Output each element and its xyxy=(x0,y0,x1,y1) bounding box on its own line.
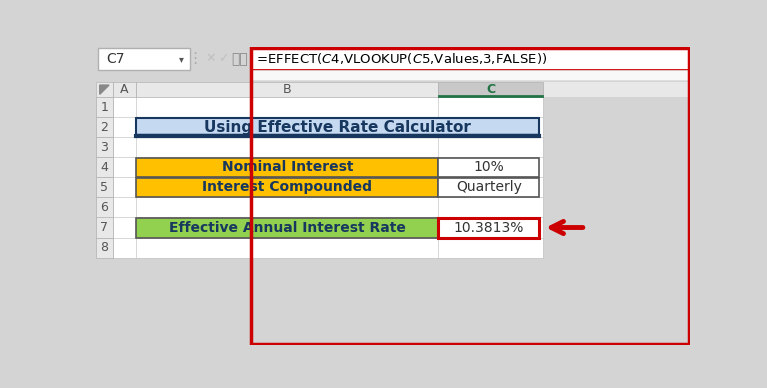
Text: Using Effective Rate Calculator: Using Effective Rate Calculator xyxy=(204,120,471,135)
Bar xyxy=(96,237,113,258)
Bar xyxy=(439,218,539,237)
Bar xyxy=(439,82,543,97)
Bar xyxy=(251,70,689,80)
Text: C7: C7 xyxy=(106,52,124,66)
Text: ⋮: ⋮ xyxy=(187,51,202,66)
Text: 1: 1 xyxy=(100,101,108,114)
Bar xyxy=(96,177,113,197)
Bar xyxy=(137,158,439,177)
Text: 8: 8 xyxy=(100,241,108,254)
Text: ✕: ✕ xyxy=(206,52,216,66)
Bar xyxy=(96,137,113,158)
Bar xyxy=(98,48,189,70)
Bar xyxy=(439,178,539,197)
Text: ✓: ✓ xyxy=(219,52,229,66)
Bar xyxy=(137,82,439,97)
Bar xyxy=(439,158,539,177)
Text: Effective Annual Interest Rate: Effective Annual Interest Rate xyxy=(169,220,406,234)
Bar xyxy=(96,118,113,137)
Text: 6: 6 xyxy=(100,201,108,214)
Text: 5: 5 xyxy=(100,181,108,194)
Text: Interest Compounded: Interest Compounded xyxy=(202,180,372,194)
Bar xyxy=(96,158,113,177)
Bar xyxy=(251,48,689,70)
Bar xyxy=(137,178,439,197)
Text: B: B xyxy=(283,83,291,96)
Text: 4: 4 xyxy=(100,161,108,174)
Text: C: C xyxy=(486,83,495,96)
Polygon shape xyxy=(100,85,109,94)
Bar xyxy=(96,82,113,97)
Text: ▾: ▾ xyxy=(179,54,184,64)
Bar xyxy=(96,82,690,97)
Text: 𝑓𝑥: 𝑓𝑥 xyxy=(232,52,249,66)
Text: 3: 3 xyxy=(100,141,108,154)
Text: 7: 7 xyxy=(100,221,108,234)
Bar xyxy=(113,97,543,258)
Text: Nominal Interest: Nominal Interest xyxy=(222,161,353,175)
Bar xyxy=(113,82,137,97)
Bar xyxy=(137,118,539,137)
Text: 2: 2 xyxy=(100,121,108,134)
Bar xyxy=(96,97,113,118)
Text: =EFFECT($C$4,VLOOKUP($C$5,Values,3,FALSE)): =EFFECT($C$4,VLOOKUP($C$5,Values,3,FALSE… xyxy=(255,51,547,66)
Bar xyxy=(251,48,689,344)
Bar xyxy=(96,218,113,237)
Text: Quarterly: Quarterly xyxy=(456,180,522,194)
Text: 10%: 10% xyxy=(473,161,504,175)
Bar xyxy=(96,197,113,218)
Text: A: A xyxy=(120,83,129,96)
Bar xyxy=(137,218,439,237)
Text: 10.3813%: 10.3813% xyxy=(453,220,524,234)
